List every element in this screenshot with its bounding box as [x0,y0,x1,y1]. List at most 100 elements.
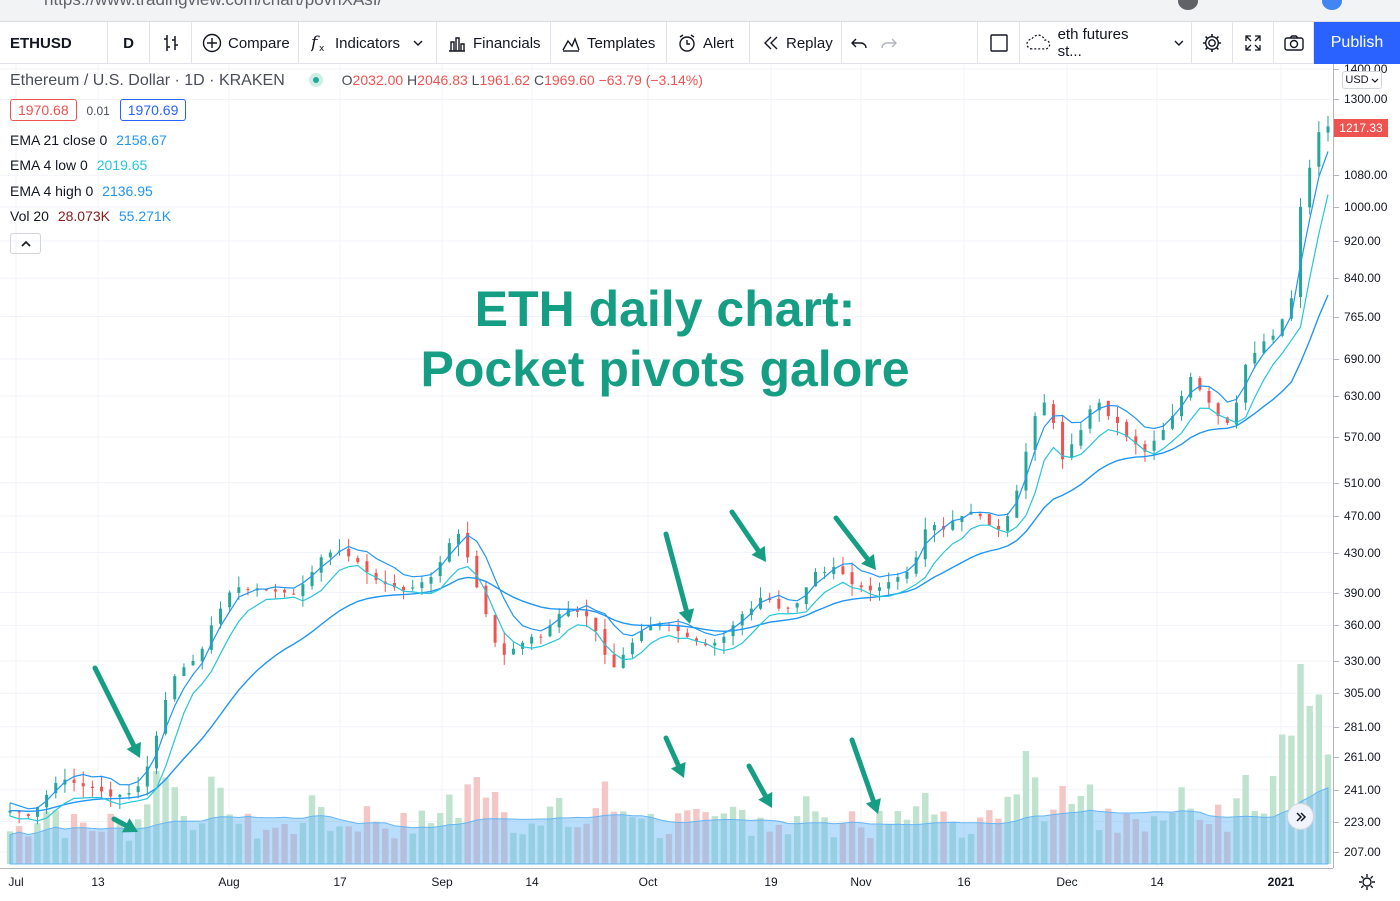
indicator-row-ema4-low[interactable]: EMA 4 low 0 2019.65 [10,157,147,173]
volume-bar [592,808,599,864]
redo-button[interactable] [876,22,978,64]
volume-bar [372,821,380,864]
snapshot-button[interactable] [1274,22,1314,64]
candle-body [411,587,415,589]
bid-price-button[interactable]: 1970.68 [10,99,77,121]
price-scale-tick [1334,69,1339,70]
ask-price-button[interactable]: 1970.69 [119,99,187,121]
currency-selector[interactable]: USD [1342,71,1382,89]
price-scale-tick [1334,437,1339,439]
price-scale-tick [1334,726,1339,728]
price-scale-label: 1000.00 [1344,199,1388,214]
candle-body [823,572,827,574]
time-scale-label: Nov [850,875,872,889]
volume-bar [89,830,96,864]
annotation-arrow-shaft [746,763,768,799]
annotation-arrow-head [861,554,876,570]
candle-body [1152,440,1156,451]
price-scale[interactable]: 1400.00 1300.00 1080.00 1000.00 920.00 840.00… [1333,62,1400,868]
volume-bar [1279,734,1286,864]
volume-bar [1187,808,1194,864]
price-scale-tick [1334,206,1339,208]
alert-button[interactable]: Alert [667,22,750,64]
time-scale[interactable]: Jul 13 Aug 17 Sep 14 Oct 19 Nov 16 Dec 14 2021 [0,868,1375,901]
candle-body [530,636,534,644]
fullscreen-button[interactable] [1233,22,1274,64]
current-price-value: 1217.33 [1339,121,1383,135]
volume-bar [482,797,490,864]
volume-bar [1288,735,1295,864]
candle-body [502,643,506,655]
layout-menu-button[interactable]: eth futures st... [1020,22,1192,64]
ema21-line [9,294,1329,813]
symbol-search-button[interactable]: ETHUSD [0,22,108,64]
candle-body [1070,444,1074,458]
volume-bar [180,815,188,864]
scroll-to-realtime-button[interactable] [1287,803,1314,830]
candle-body [777,598,781,609]
double-chevron-right-icon [1295,811,1306,822]
annotation-arrow-head [758,791,773,808]
candlesticks [8,115,1330,825]
timezone-settings-icon[interactable] [1357,872,1377,892]
financials-label: Financials [473,34,541,52]
rewind-icon [764,36,778,50]
volume-bar [1160,820,1167,864]
candle-body [1106,400,1110,417]
replay-button[interactable]: Replay [750,22,842,64]
candle-body [228,592,232,608]
price-scale-tick [1334,592,1339,594]
layout-toggle-button[interactable] [978,22,1020,64]
volume-bar [134,819,142,864]
compare-button[interactable]: Compare [192,22,299,64]
publish-button[interactable]: Publish [1314,22,1400,64]
browser-extension-icon[interactable] [1322,0,1342,10]
browser-url[interactable]: https://www.tradingview.com/chart/povhXA… [44,0,382,10]
undo-button[interactable] [842,22,876,64]
interval-button[interactable]: D [108,22,150,64]
candle-body [1253,352,1257,364]
candle-body [594,617,598,632]
volume-bar [986,810,993,864]
price-scale-label: 1300.00 [1344,92,1388,107]
candle-body [1207,391,1211,403]
symbol-title[interactable]: Ethereum / U.S. Dollar · 1D · KRAKEN [10,72,285,89]
volume-bar [757,817,764,864]
candle-body [392,583,396,588]
volume-bar [52,810,59,864]
volume-bar [144,804,151,864]
chevron-down-icon [1371,78,1379,83]
volume-bar [308,795,316,864]
volume-bar [1224,831,1231,864]
spread-value: 0.01 [86,104,110,118]
candle-body [292,593,296,595]
settings-button[interactable] [1192,22,1233,64]
price-scale-label: 765.00 [1344,309,1381,324]
financials-button[interactable]: Financials [437,22,551,64]
price-scale-tick [1334,175,1339,177]
ema4-low-line [9,194,1329,822]
collapse-legend-button[interactable] [10,233,41,254]
volume-bar [638,818,645,864]
candle-body [154,735,158,769]
candle-body [704,643,708,646]
candle-body [1198,378,1202,390]
replay-label: Replay [786,34,833,52]
templates-button[interactable]: Templates [551,22,667,64]
indicator-row-ema21[interactable]: EMA 21 close 0 2158.67 [10,132,167,148]
indicator-row-ema4-high[interactable]: EMA 4 high 0 2136.95 [10,183,153,199]
volume-bar [976,817,984,864]
indicator-row-volume[interactable]: Vol 20 28.073K 55.271K [10,208,171,224]
price-chart[interactable] [0,64,1333,868]
bar-style-button[interactable] [150,22,192,64]
candle-body [914,557,918,574]
low-label: L [471,72,480,88]
browser-extension-icon[interactable] [1178,0,1198,10]
candle-body [402,586,406,591]
price-scale-tick [1334,789,1339,791]
high-label: H [407,72,418,88]
price-scale-tick [1334,396,1339,398]
redo-icon [881,38,897,49]
